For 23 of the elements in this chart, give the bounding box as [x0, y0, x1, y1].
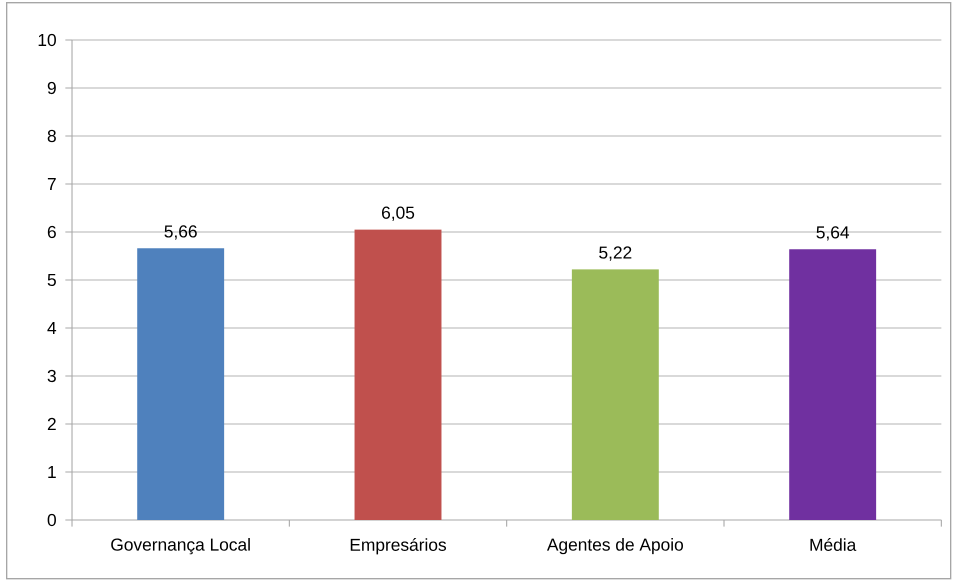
bar	[137, 248, 224, 520]
y-tick-label: 4	[47, 322, 56, 334]
data-label: 5,64	[816, 226, 850, 241]
data-label: 6,05	[382, 206, 414, 221]
x-tick-label: Média	[810, 538, 856, 551]
y-tick-label: 5	[48, 274, 56, 286]
bar	[789, 249, 876, 520]
y-tick-label: 2	[48, 418, 56, 430]
bar	[354, 230, 442, 520]
y-tick-label: 6	[48, 226, 56, 238]
y-tick-label: 1	[48, 466, 56, 478]
x-tick-label: Empresários	[350, 538, 446, 554]
y-tick-label: 0	[48, 514, 56, 526]
bar	[572, 269, 659, 520]
y-tick-label: 3	[48, 370, 56, 382]
x-tick-label: Governança Local	[111, 538, 250, 554]
data-label: 5,66	[164, 225, 197, 240]
y-tick-label: 10	[38, 34, 56, 46]
y-tick-label: 7	[48, 178, 56, 190]
y-tick-label: 9	[48, 82, 56, 94]
y-tick-label: 8	[48, 130, 56, 142]
x-tick-label: Agentes de Apoio	[546, 538, 683, 554]
data-label: 5,22	[599, 246, 632, 261]
